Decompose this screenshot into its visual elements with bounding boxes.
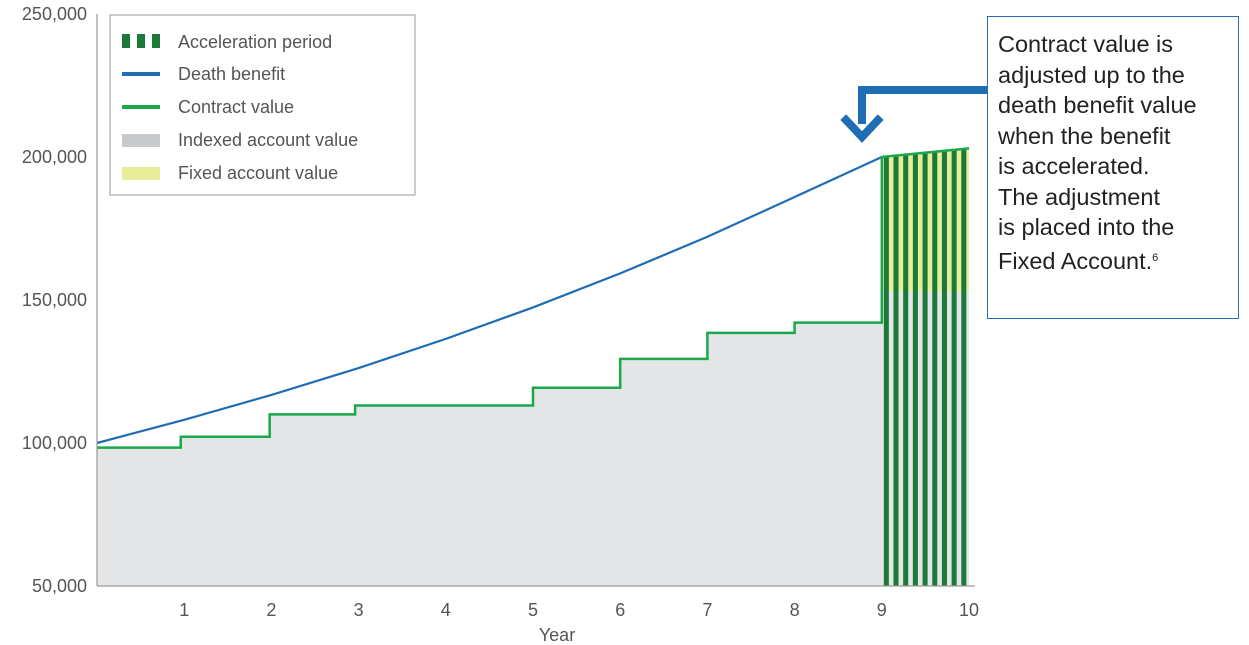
acceleration-stripe [922,148,928,586]
legend: Acceleration period Death benefit Contra… [109,14,416,196]
y-tick-labels: 250,000 200,000 150,000 100,000 50,000 [22,4,87,596]
x-tick-label: 5 [528,600,538,620]
y-tick-label: 200,000 [22,147,87,167]
callout-arrow-connector [858,86,987,124]
x-tick-label: 6 [615,600,625,620]
acceleration-stripe [932,148,938,586]
x-tick-label: 9 [877,600,887,620]
acceleration-stripe [951,148,957,586]
callout-arrow-head [840,114,884,143]
callout-footnote: 6 [1152,251,1159,264]
acceleration-stripe [883,148,889,586]
y-tick-label: 100,000 [22,433,87,453]
callout-annotation: Contract value is adjusted up to the dea… [987,16,1239,319]
x-axis-label: Year [539,625,575,645]
line-layer [96,147,970,449]
x-tick-label: 3 [354,600,364,620]
legend-label-acceleration-period: Acceleration period [178,32,332,52]
callout-line: when the benefit [998,122,1171,149]
acceleration-stripe [903,148,909,586]
acceleration-stripe [941,148,947,586]
legend-label-contract-value: Contract value [178,97,294,117]
y-tick-label: 250,000 [22,4,87,24]
legend-swatch-fixed-account-value [122,167,160,180]
legend-label-fixed-account-value: Fixed account value [178,163,338,183]
callout-line-text: Fixed Account. [998,247,1153,274]
callout-line: death benefit value [998,92,1197,118]
x-tick-label: 10 [959,600,979,620]
legend-box [109,14,416,196]
axes [96,14,975,587]
x-tick-label: 8 [790,600,800,620]
legend-label-indexed-account-value: Indexed account value [178,130,358,150]
acceleration-stripes [883,148,967,586]
callout-line: Contract value is [998,31,1174,57]
callout-line: is accelerated. [998,153,1150,179]
callout-line: adjusted up to the [998,61,1185,88]
acceleration-stripe [893,148,899,586]
legend-swatch-acceleration-period [122,34,160,48]
legend-label-death-benefit: Death benefit [178,64,285,84]
y-tick-label: 50,000 [32,576,87,596]
legend-swatch-indexed-account-value [122,134,160,147]
callout-line-last: Fixed Account.6 [998,243,1230,277]
x-tick-label: 1 [179,600,189,620]
x-tick-label: 7 [702,600,712,620]
callout-line: The adjustment [998,183,1160,210]
acceleration-stripe [961,148,967,586]
acceleration-stripe [912,148,918,586]
x-tick-labels: 1 2 3 4 5 6 7 8 9 10 [179,600,979,620]
x-tick-label: 4 [441,600,451,620]
y-tick-label: 150,000 [22,290,87,310]
callout-line: is placed into the [998,214,1175,240]
death-benefit-line [96,156,883,445]
indexed-account-area [97,291,969,586]
x-tick-label: 2 [266,600,276,620]
contract-value-line [97,147,970,449]
area-layer [97,148,969,586]
